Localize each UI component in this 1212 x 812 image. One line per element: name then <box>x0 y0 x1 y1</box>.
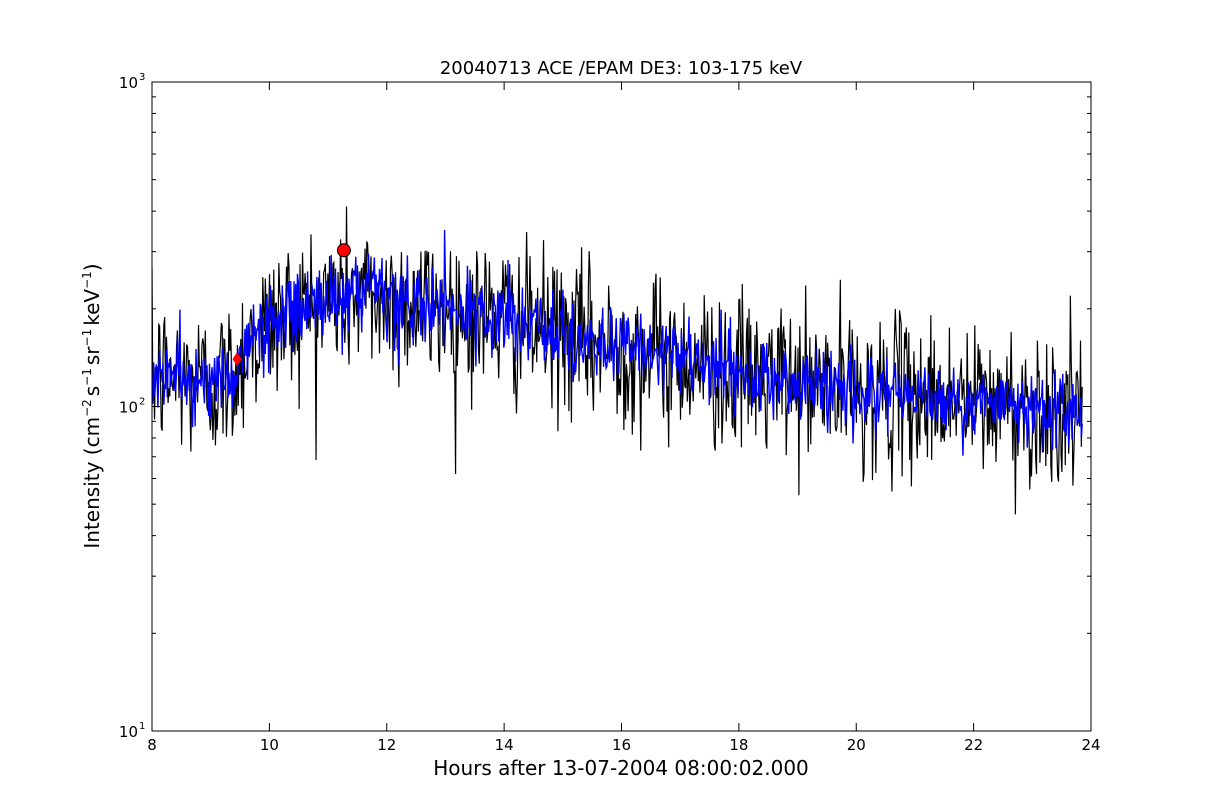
onset-marker <box>232 352 242 366</box>
y-tick-label: 10 <box>119 723 138 741</box>
y-axis-label-suffix: ) <box>80 263 104 271</box>
x-tick-label: 20 <box>847 736 866 754</box>
x-tick-label: 24 <box>1081 736 1100 754</box>
peak-marker <box>336 243 351 258</box>
x-tick-label: 14 <box>495 736 514 754</box>
series-line <box>152 230 1083 456</box>
x-axis-label: Hours after 13-07-2004 08:00:02.000 <box>433 756 809 780</box>
y-axis-label-mid1: s <box>80 386 104 396</box>
y-axis-label-mid3: keV <box>80 289 104 326</box>
series-layer <box>152 206 1083 515</box>
y-axis-label-exp1: −2 <box>80 399 94 417</box>
x-tick-label: 16 <box>612 736 631 754</box>
x-tick-label: 10 <box>260 736 279 754</box>
y-axis-label-exp4: −1 <box>80 271 94 289</box>
marker-layer <box>232 243 351 366</box>
y-axis-label-exp3: −1 <box>80 329 94 347</box>
y-tick-label-exponent: 3 <box>139 72 145 83</box>
y-axis-label: Intensity (cm−2s−1sr−1keV−1) <box>80 263 104 548</box>
y-tick-label-exponent: 1 <box>139 721 145 732</box>
y-axis-label-mid2: sr <box>80 346 104 365</box>
x-axis-ticks: 8 10 12 14 16 18 20 22 24 <box>147 82 1101 754</box>
x-tick-label: 12 <box>377 736 396 754</box>
x-tick-label: 18 <box>729 736 748 754</box>
y-axis-label-prefix: Intensity (cm <box>80 417 104 549</box>
y-tick-label-exponent: 2 <box>139 397 145 408</box>
y-tick-label: 10 <box>119 399 138 417</box>
y-axis-label-exp2: −1 <box>80 368 94 386</box>
chart-title: 20040713 ACE /EPAM DE3: 103-175 keV <box>440 58 803 79</box>
x-tick-label: 8 <box>147 736 157 754</box>
y-tick-label: 10 <box>119 74 138 92</box>
x-tick-label: 22 <box>964 736 983 754</box>
